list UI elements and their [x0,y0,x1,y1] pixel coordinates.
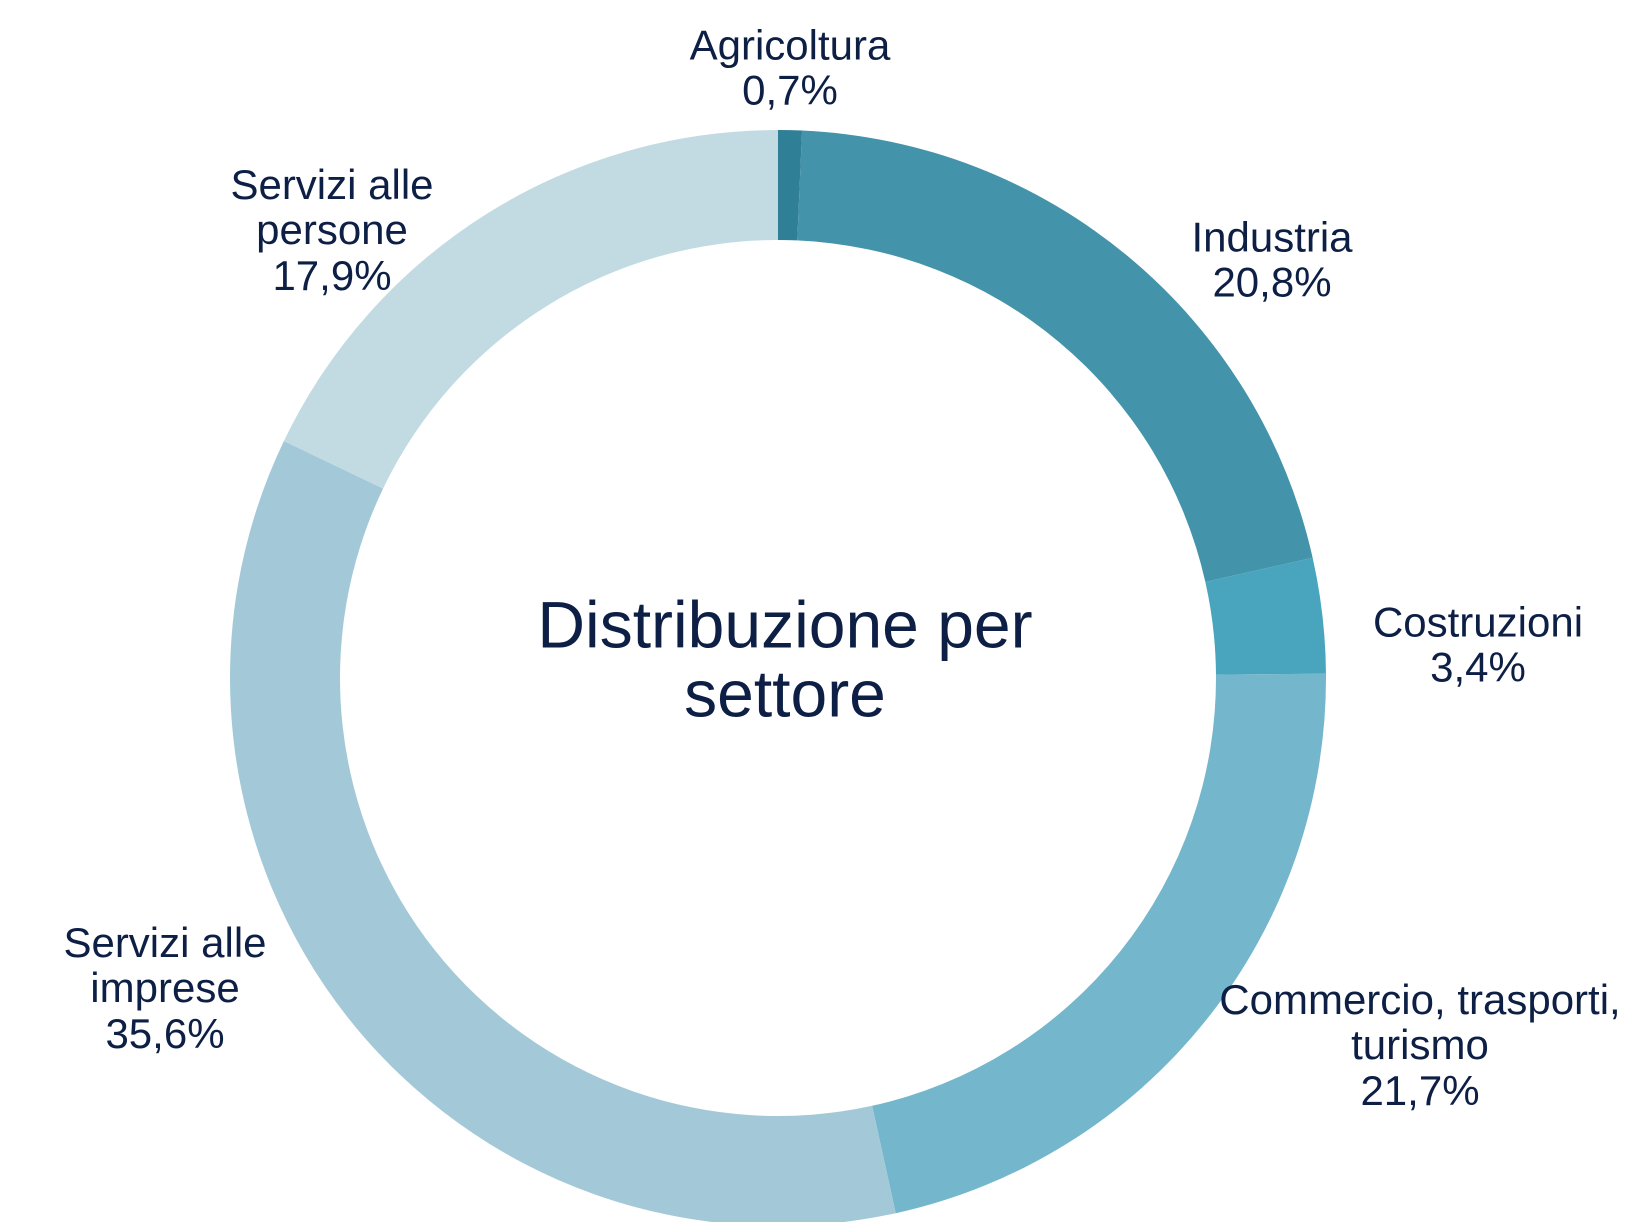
donut-segment [230,441,896,1222]
segment-label: Industria 20,8% [1142,213,1402,306]
category-name: Industria [1191,213,1353,261]
value-label: 21,7% [1360,1066,1480,1114]
category-name: Servizi alle imprese [63,918,267,1012]
value-label: 20,8% [1212,259,1332,306]
value-label: 17,9% [272,251,392,299]
value-label: 0,7% [742,67,838,114]
donut-segment [1205,557,1326,675]
donut-segment [872,673,1327,1214]
value-label: 35,6% [105,1009,225,1057]
value-label: 3,4% [1430,644,1526,691]
chart-title: Distribuzione per settore [537,587,1033,731]
donut-segment [283,130,778,489]
donut-segment [797,130,1313,582]
segment-label: Costruzioni 3,4% [1328,598,1628,691]
segment-label: Agricoltura 0,7% [640,21,940,114]
category-name: Servizi alle persone [230,160,434,254]
segment-label: Commercio, trasporti, turismo 21,7% [1200,977,1633,1113]
segment-label: Servizi alle imprese 35,6% [20,920,310,1056]
segment-label: Servizi alle persone 17,9% [192,162,472,298]
category-name: Agricoltura [689,21,891,69]
category-name: Commercio, trasporti, turismo [1219,975,1621,1069]
donut-segment [778,130,803,241]
category-name: Costruzioni [1372,598,1584,646]
